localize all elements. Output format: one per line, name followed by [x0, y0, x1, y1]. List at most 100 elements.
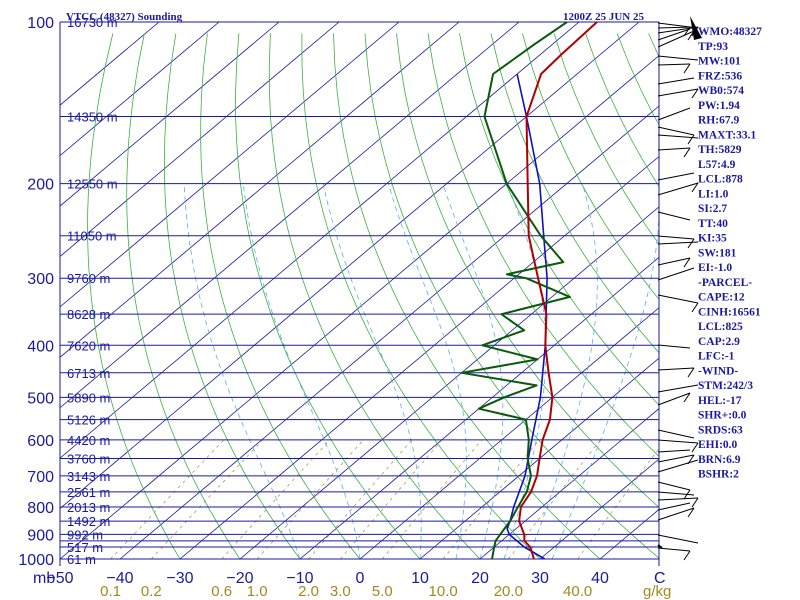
wind-barb [657, 55, 699, 61]
wind-barb [657, 491, 695, 496]
wind-barb [657, 344, 691, 349]
isotherm-line [60, 22, 340, 257]
stat-brn: BRN:6.9 [698, 454, 741, 466]
wind-barb [657, 172, 695, 181]
wind-barb [657, 267, 695, 281]
temperature-tick-label: 10 [411, 570, 429, 587]
pressure-tick-label: 700 [27, 469, 54, 486]
wind-barb [657, 392, 691, 406]
wind-barb-flag [683, 147, 691, 158]
dry-adiabat-line [126, 33, 241, 559]
dry-adiabat-line [490, 33, 659, 354]
wind-barb [657, 28, 691, 41]
pressure-tick-label: 300 [27, 271, 54, 288]
wind-barb [657, 294, 699, 304]
wind-barb [657, 384, 699, 393]
mixing-ratio-tick-label: 0.6 [211, 583, 232, 600]
wind-barb [657, 147, 691, 151]
temperature-unit-label: C [654, 570, 666, 587]
pressure-tick-label: 900 [27, 527, 54, 544]
wind-barb-flag [691, 88, 699, 99]
height-label: 8628 m [67, 307, 110, 322]
stat-l57: L57:4.9 [698, 159, 736, 171]
mixing-ratio-tick-label: 0.1 [100, 583, 121, 600]
wind-barbs [657, 16, 702, 561]
stat-wind_hdr: -WIND- [698, 365, 738, 377]
wind-calm-marker [657, 544, 663, 549]
wind-barb [657, 77, 695, 85]
dry-adiabat-line [268, 33, 481, 559]
wind-barb [657, 63, 691, 66]
wind-barb [657, 88, 699, 97]
wind-barb [657, 126, 695, 136]
sounding-profiles [460, 22, 598, 559]
stat-srds: SRDS:63 [698, 424, 743, 436]
moist-adiabat-line [503, 183, 547, 559]
stat-tt: TT:40 [698, 218, 728, 230]
moist-adiabat-line [242, 183, 361, 559]
isotherm-line [119, 105, 659, 559]
wind-barb [657, 481, 691, 491]
temperature-tick-label: 0 [356, 570, 365, 587]
mixing-ratio-tick-label: 0.2 [141, 583, 162, 600]
pressure-tick-label: 200 [27, 177, 54, 194]
wind-pennant [690, 16, 702, 40]
wind-barb [657, 30, 695, 48]
stat-cinh: CINH:16561 [698, 306, 761, 318]
height-label: 4420 m [67, 433, 110, 448]
wind-barb [657, 211, 691, 221]
wind-barb [657, 257, 691, 266]
wind-barb [657, 507, 695, 521]
height-label: 2561 m [67, 485, 110, 500]
dry-adiabat-line [200, 33, 361, 559]
wind-barb [657, 449, 691, 453]
sounding-time: 1200Z 25 JUN 25 [563, 11, 644, 23]
wind-barb [657, 367, 695, 371]
wind-barb [657, 534, 699, 544]
wind-barb-flag [687, 367, 695, 378]
moist-adiabat-line [183, 183, 301, 559]
dry-adiabat-line [522, 33, 659, 300]
dry-adiabat-line [743, 33, 800, 570]
dry-adiabat-line [427, 33, 659, 457]
wind-barb [657, 26, 695, 29]
isotherm-line [419, 357, 659, 559]
stat-sw: SW:181 [698, 247, 737, 259]
stat-parcel_hdr: -PARCEL- [698, 277, 752, 289]
isotherm-line [60, 22, 520, 409]
wind-barb [657, 134, 699, 139]
wind-barb [657, 26, 699, 34]
stat-ki: KI:35 [698, 233, 727, 245]
temperature-trace [518, 22, 598, 559]
dry-adiabat-line [333, 33, 601, 559]
height-label: 3143 m [67, 469, 110, 484]
mixing-ratio-tick-label: 20.0 [494, 583, 523, 600]
isotherm-line [60, 22, 460, 358]
stat-tp: TP:93 [698, 41, 728, 53]
height-label: 2013 m [67, 500, 110, 515]
stat-maxt: MAXT:33.1 [698, 129, 756, 141]
temperature-tick-label: −30 [166, 570, 193, 587]
dry-adiabat-line [87, 33, 181, 559]
stat-si: SI:2.7 [698, 203, 727, 215]
isotherm-line [60, 22, 640, 510]
wind-barb-flag [691, 182, 699, 193]
pressure-tick-label: 400 [27, 338, 54, 355]
height-label: 16730 m [67, 15, 118, 30]
wind-barb-flag [683, 392, 691, 403]
height-label: 992 m [67, 527, 103, 542]
stat-lfc: LFC:-1 [698, 351, 735, 363]
stat-mw: MW:101 [698, 56, 741, 68]
mixing-ratio-tick-label: 3.0 [330, 583, 351, 600]
height-label: 11050 m [67, 229, 117, 244]
temperature-tick-label: 40 [591, 570, 609, 587]
pressure-tick-label: 100 [27, 15, 54, 32]
temperature-tick-label: −10 [286, 570, 313, 587]
height-label: 61 m [67, 552, 96, 567]
wind-barb-flag [687, 238, 695, 249]
isotherm-line [60, 22, 220, 157]
isotherm-line [60, 22, 280, 207]
dry-adiabat-line [396, 33, 659, 508]
dry-adiabat-line [553, 33, 659, 245]
